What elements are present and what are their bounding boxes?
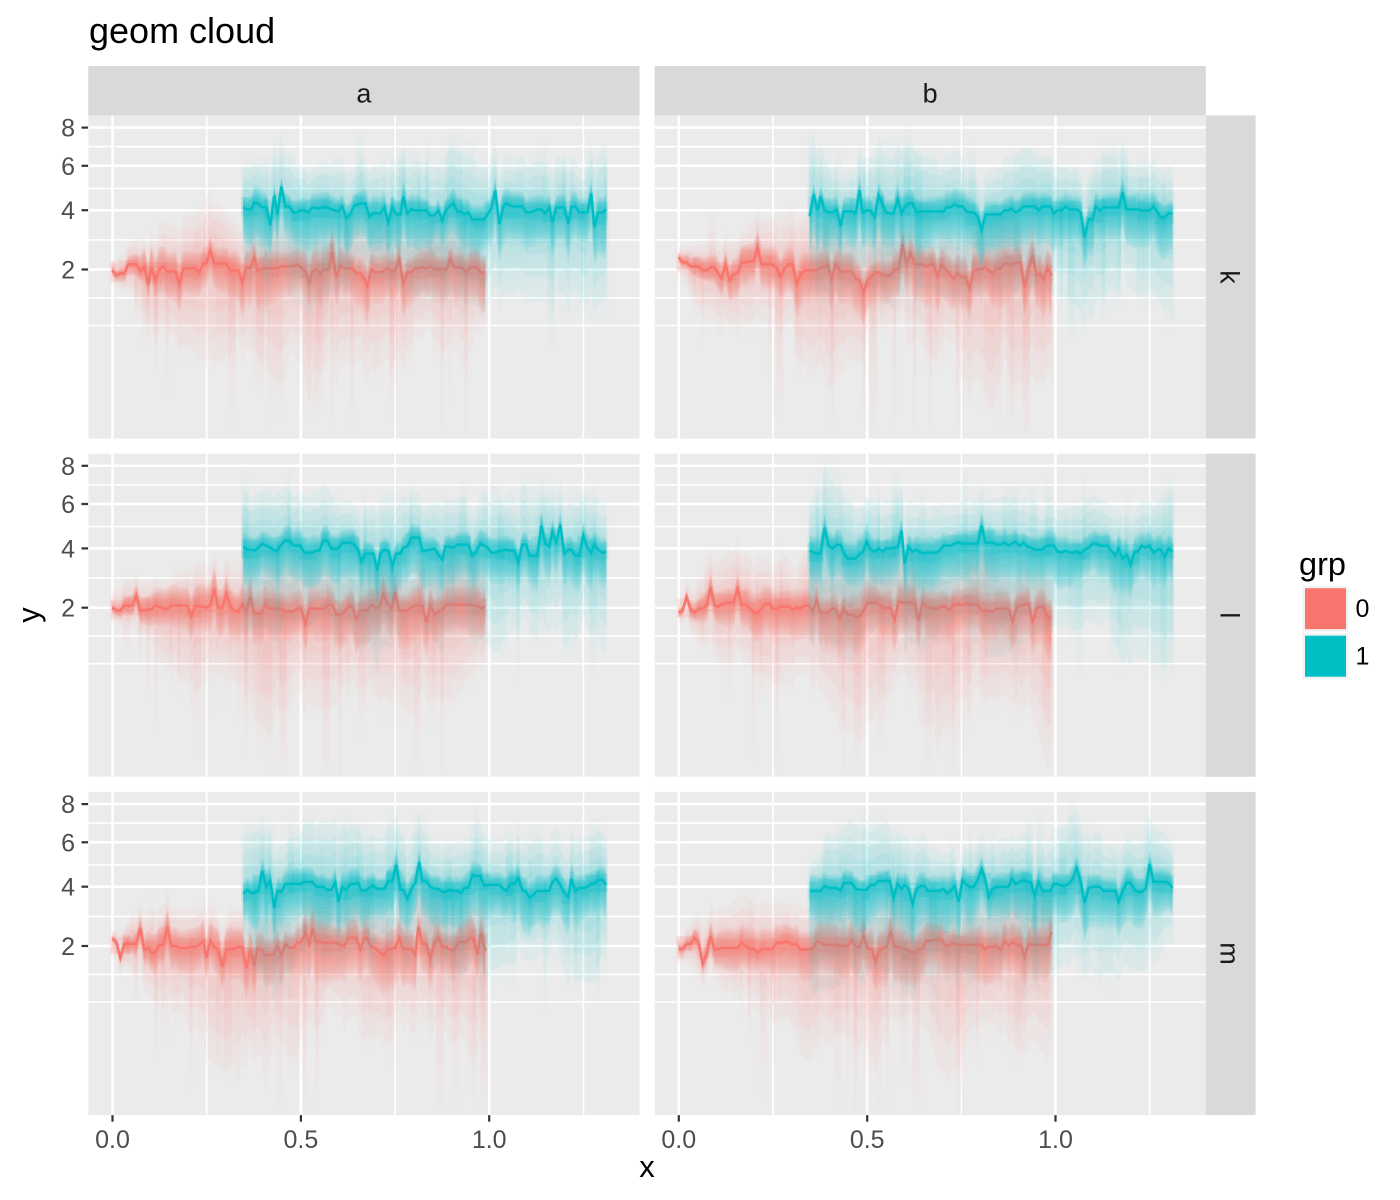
- svg-text:0.5: 0.5: [284, 1126, 319, 1154]
- svg-text:y: y: [11, 607, 46, 623]
- svg-text:4: 4: [61, 197, 75, 225]
- svg-text:8: 8: [61, 115, 75, 143]
- svg-text:6: 6: [61, 153, 75, 181]
- svg-text:0.0: 0.0: [95, 1126, 130, 1154]
- svg-text:4: 4: [61, 874, 75, 902]
- svg-text:1.0: 1.0: [472, 1126, 507, 1154]
- svg-text:2: 2: [61, 933, 75, 961]
- svg-text:6: 6: [61, 491, 75, 519]
- svg-text:2: 2: [61, 595, 75, 623]
- svg-text:k: k: [1215, 270, 1245, 284]
- svg-text:8: 8: [61, 791, 75, 819]
- svg-text:m: m: [1215, 942, 1245, 965]
- svg-text:6: 6: [61, 829, 75, 857]
- svg-text:geom cloud: geom cloud: [89, 10, 275, 51]
- svg-text:x: x: [639, 1149, 655, 1184]
- svg-text:a: a: [356, 78, 372, 108]
- svg-text:8: 8: [61, 453, 75, 481]
- svg-text:2: 2: [61, 257, 75, 285]
- svg-text:grp: grp: [1299, 546, 1346, 582]
- svg-text:b: b: [923, 78, 938, 108]
- svg-text:0: 0: [1356, 595, 1370, 623]
- svg-text:l: l: [1215, 612, 1245, 618]
- svg-text:1: 1: [1356, 643, 1370, 671]
- svg-text:0.0: 0.0: [661, 1126, 696, 1154]
- svg-text:0.5: 0.5: [850, 1126, 885, 1154]
- svg-text:4: 4: [61, 535, 75, 563]
- svg-text:1.0: 1.0: [1038, 1126, 1073, 1154]
